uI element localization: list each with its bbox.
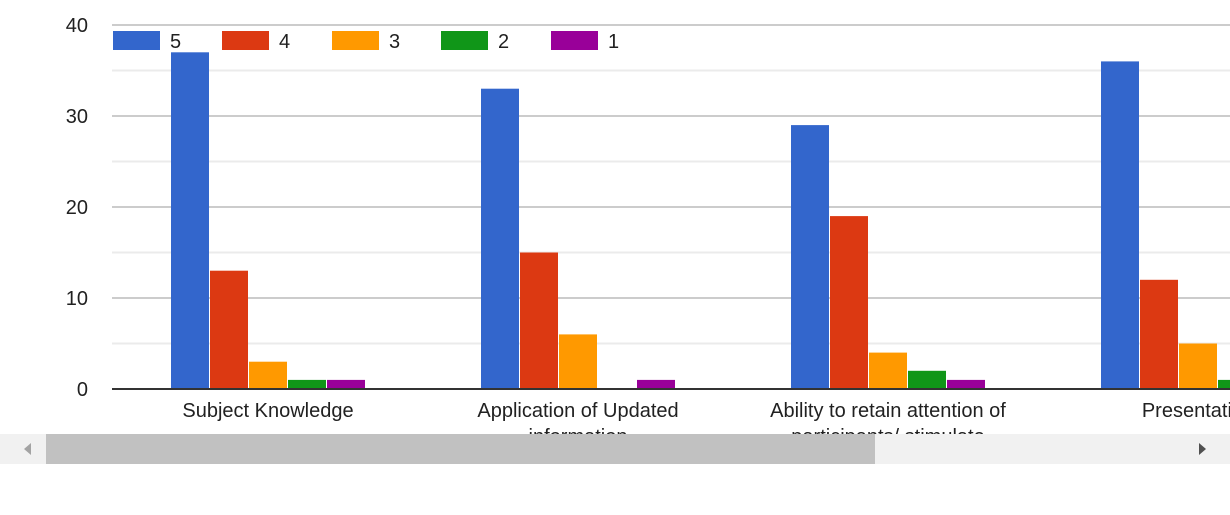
bars bbox=[171, 52, 1230, 390]
y-tick-label: 30 bbox=[66, 106, 88, 128]
y-axis-ticks: 0 10 20 30 40 bbox=[66, 15, 88, 401]
legend-swatch-2 bbox=[441, 31, 488, 50]
bar-1 bbox=[327, 379, 365, 389]
x-category-label: Presentation bbox=[1142, 400, 1230, 422]
bar-5 bbox=[1101, 61, 1139, 390]
bar-5 bbox=[171, 52, 209, 390]
bar-1 bbox=[637, 379, 675, 389]
y-tick-label: 0 bbox=[77, 379, 88, 401]
bar-3 bbox=[249, 361, 287, 389]
y-tick-label: 20 bbox=[66, 197, 88, 219]
bar-2 bbox=[288, 379, 326, 389]
bar-3 bbox=[869, 352, 907, 389]
bar-2 bbox=[1218, 379, 1230, 389]
bar-1 bbox=[947, 379, 985, 389]
legend-swatch-4 bbox=[222, 31, 269, 50]
y-tick-label: 40 bbox=[66, 15, 88, 37]
bar-2 bbox=[908, 370, 946, 389]
bar-4 bbox=[520, 252, 558, 389]
bar-5 bbox=[481, 88, 519, 389]
x-category-label: Subject Knowledge bbox=[182, 400, 353, 422]
x-axis-labels: Subject Knowledge Application of Updatedi… bbox=[182, 400, 1230, 434]
legend-swatch-1 bbox=[551, 31, 598, 50]
x-category-label: Ability to retain attention ofparticipan… bbox=[770, 400, 1006, 434]
bar-4 bbox=[1140, 279, 1178, 389]
chevron-right-icon[interactable] bbox=[1199, 443, 1206, 455]
legend-swatch-5 bbox=[113, 31, 160, 50]
bar-4 bbox=[210, 270, 248, 389]
bar-3 bbox=[559, 334, 597, 389]
horizontal-scrollbar[interactable] bbox=[0, 434, 1230, 464]
bar-4 bbox=[830, 216, 868, 389]
gridlines bbox=[112, 24, 1230, 345]
legend-label: 5 bbox=[170, 31, 181, 53]
legend-label: 4 bbox=[279, 31, 290, 53]
bar-5 bbox=[791, 125, 829, 389]
scrollbar-thumb[interactable] bbox=[46, 434, 875, 464]
legend-label: 2 bbox=[498, 31, 509, 53]
bar-3 bbox=[1179, 343, 1217, 389]
x-category-label: Application of Updatedinformation bbox=[477, 400, 678, 434]
bar-chart: 0 10 20 30 40 Subject Knowledge Application o… bbox=[66, 15, 1230, 434]
legend-swatch-3 bbox=[332, 31, 379, 50]
chevron-left-icon[interactable] bbox=[24, 443, 31, 455]
legend-label: 1 bbox=[608, 31, 619, 53]
legend: 5 4 3 2 1 bbox=[113, 31, 619, 53]
y-tick-label: 10 bbox=[66, 288, 88, 310]
legend-label: 3 bbox=[389, 31, 400, 53]
